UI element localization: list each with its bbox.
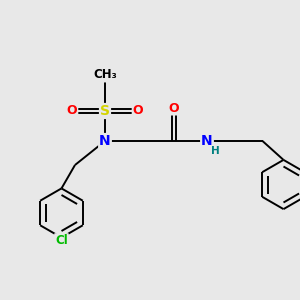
Text: O: O: [169, 101, 179, 115]
Text: N: N: [201, 134, 213, 148]
Text: O: O: [67, 104, 77, 118]
Text: O: O: [133, 104, 143, 118]
Text: Cl: Cl: [55, 234, 68, 247]
Text: S: S: [100, 104, 110, 118]
Text: CH₃: CH₃: [93, 68, 117, 82]
Text: H: H: [211, 146, 220, 156]
Text: N: N: [99, 134, 111, 148]
